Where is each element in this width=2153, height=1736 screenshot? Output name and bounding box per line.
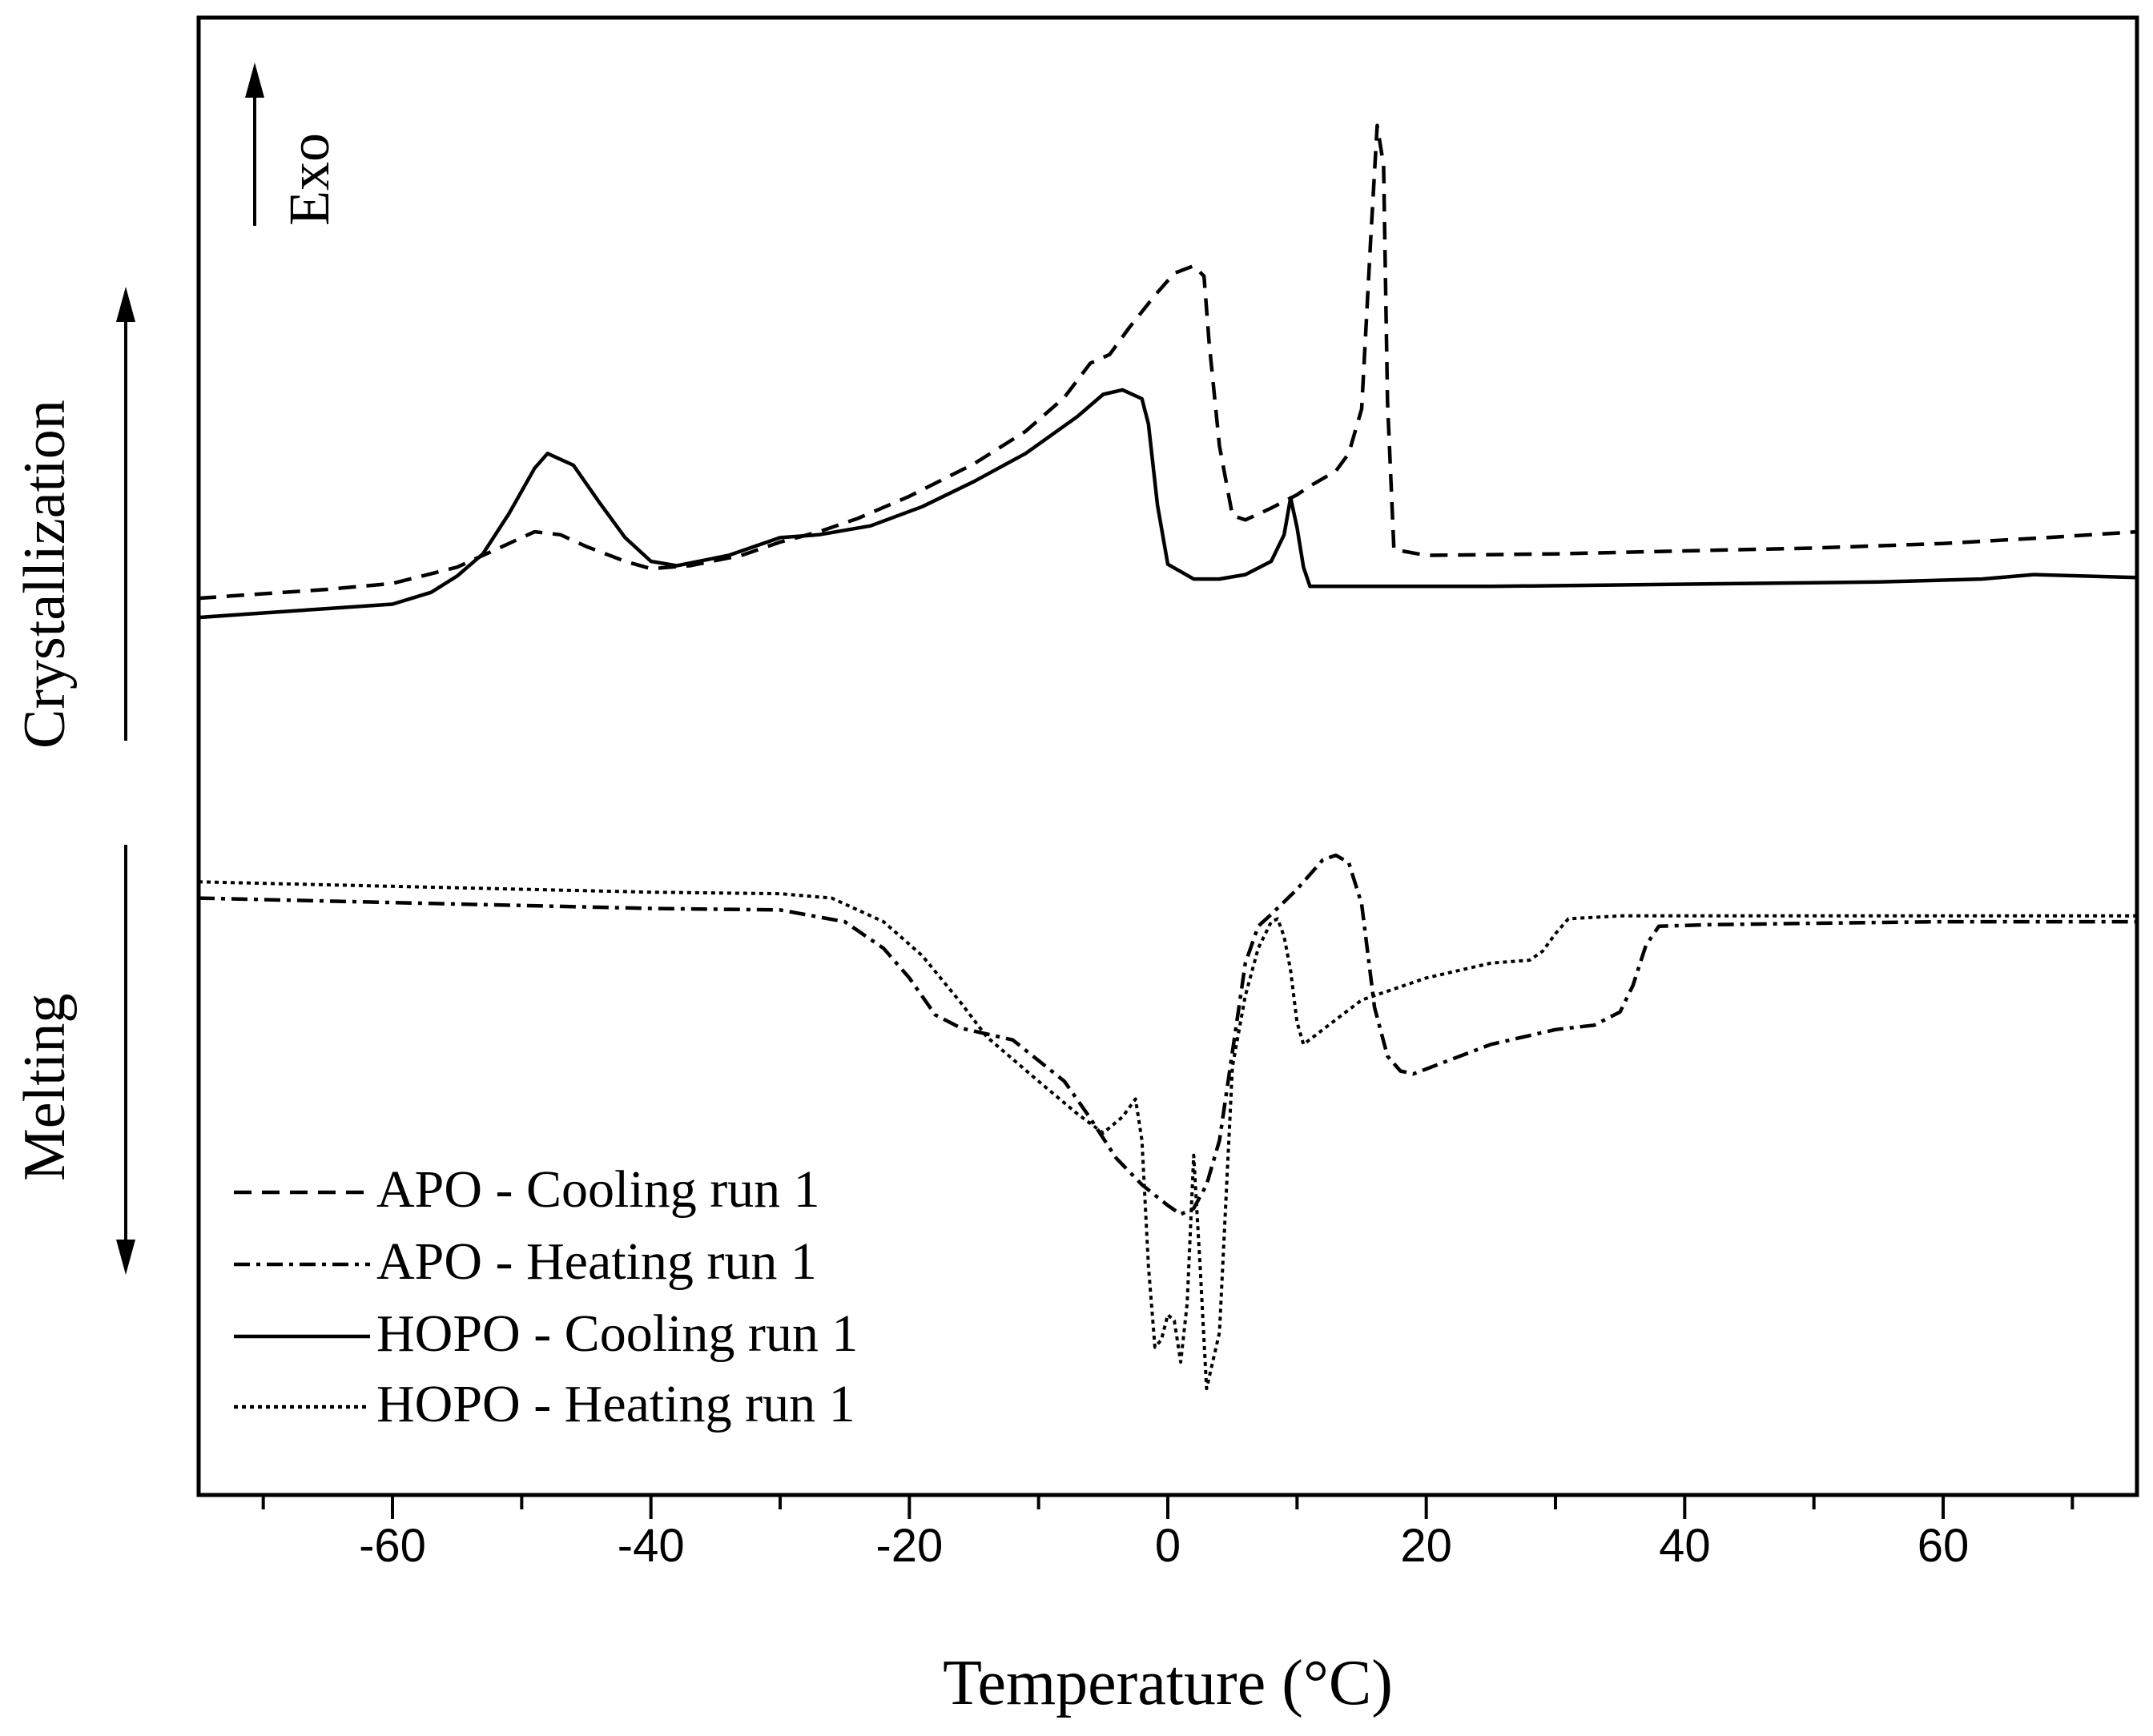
x-tick-label: -60 [359,1520,426,1572]
exo-label: Exo [277,133,341,226]
crystallization-arrow-head [116,287,135,322]
x-tick-label: 0 [1155,1520,1181,1572]
series-apo-cooling-run-1 [198,123,2138,601]
x-tick-label: 20 [1400,1520,1452,1572]
legend-label: APO - Heating run 1 [376,1232,817,1291]
melting-arrow-head [116,1240,135,1275]
x-axis-label: Temperature (°C) [943,1648,1393,1718]
series-layer [198,123,2138,1391]
legend-label: HOPO - Cooling run 1 [376,1304,858,1363]
exo-annotation: Exo [245,62,341,226]
series-hopo-cooling-run-1 [198,388,2138,620]
legend-label: HOPO - Heating run 1 [376,1375,855,1433]
x-tick-label: 40 [1659,1520,1711,1572]
series-hopo-heating-run-1 [198,880,2137,1391]
legend-label: APO - Cooling run 1 [376,1160,820,1219]
legend: APO - Cooling run 1 APO - Heating run 1 HO… [234,1160,858,1433]
series-apo-heating-run-1 [198,853,2137,1216]
x-tick-label: -20 [875,1520,943,1572]
x-tick-label: 60 [1918,1520,1970,1572]
x-tick-label: -40 [618,1520,685,1572]
melting-label: Melting [12,994,78,1181]
x-ticks: -60 -40 -20 0 20 40 60 [261,1495,2075,1572]
exo-arrow-head [245,62,264,98]
crystallization-label: Crystallization [12,400,78,749]
crystallization-annotation: Crystallization [12,287,135,749]
melting-annotation: Melting [12,845,135,1275]
